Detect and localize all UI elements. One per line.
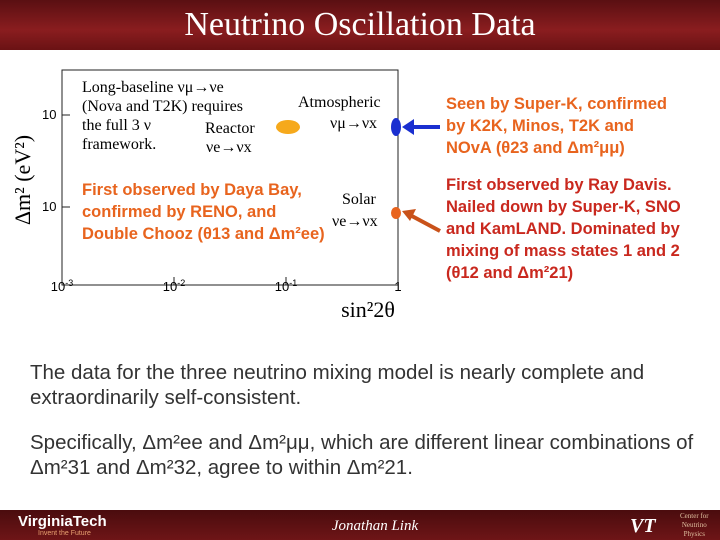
y-axis-label: Δm² (eV²) [10,135,35,225]
callout-line: (θ12 and Δm²21) [446,264,574,282]
note-line: (Nova and T2K) requires [82,98,243,115]
note-line: the full 3 ν [82,117,151,134]
x-axis-label: sin²2θ [341,297,395,322]
arrow-head [402,119,414,135]
body-paragraph: Specifically, Δm²ee and Δm²μμ, which are… [30,431,694,479]
tick-base: 10 [275,279,289,294]
tick-marks [62,114,287,285]
callout-line: First observed by Ray Davis. [446,176,672,194]
center-line: Physics [683,530,705,538]
solar-region [391,207,401,219]
daya-bay-note: First observed by Daya Bay, confirmed by… [82,179,325,245]
footer-bar [0,510,720,540]
vt-mark: VT [630,515,656,537]
y-tick-label: 10 [42,199,56,214]
note-line: framework. [82,136,157,153]
atmospheric-label: Atmospheric [298,94,381,111]
y-tick-label: 10 [42,107,56,122]
reactor-label: Reactor [205,120,255,137]
center-line: Center for [680,512,709,520]
tick-exp: -1 [289,278,297,288]
x-tick-label: 10-3 [51,278,73,294]
x-tick-label: 10-2 [163,278,185,294]
atmospheric-region [391,118,401,136]
plot: Δm² (eV²) sin²2θ 10 10 10-3 10-2 10-1 1 [10,69,441,322]
note-line: Long-baseline νμ→νe [82,79,224,96]
solar-channel: νe→νx [332,213,378,230]
tagline: Invent the Future [38,530,91,537]
body-paragraph: The data for the three neutrino mixing m… [30,361,645,409]
atmospheric-channel: νμ→νx [330,115,378,132]
tick-exp: -2 [177,278,185,288]
x-tick-label: 10-1 [275,278,297,294]
logo: VirginiaTech [18,513,107,530]
callout-line: mixing of mass states 1 and 2 [446,242,680,260]
x-tick-label: 1 [394,279,401,294]
callout-line: Seen by Super-K, confirmed [446,95,667,113]
callout-line: and KamLAND. Dominated by [446,220,680,238]
callout-line: by K2K, Minos, T2K and [446,117,634,135]
callout-line: Nailed down by Super-K, SNO [446,198,681,216]
reactor-channel: νe→νx [206,139,252,156]
center-name: Center for Neutrino Physics [680,512,709,539]
plot-frame [61,69,399,286]
title-bar [0,0,720,50]
callout-line: NOvA (θ23 and Δm²μμ) [446,139,625,157]
long-baseline-note: Long-baseline νμ→νe (Nova and T2K) requi… [82,78,243,154]
author: Jonathan Link [331,518,419,534]
note-line: First observed by Daya Bay, [82,181,302,199]
solar-label: Solar [342,191,376,208]
tick-base: 10 [163,279,177,294]
reactor-region [276,120,300,134]
atmospheric-callout: Seen by Super-K, confirmed by K2K, Minos… [446,93,667,159]
tick-base: 10 [51,279,65,294]
slide-title: Neutrino Oscillation Data [184,6,536,43]
tick-exp: -3 [65,278,73,288]
arrow-head [402,209,416,221]
note-line: confirmed by RENO, and [82,203,277,221]
solar-callout: First observed by Ray Davis. Nailed down… [446,174,681,284]
center-line: Neutrino [681,521,707,529]
arrow [409,213,441,233]
note-line: Double Chooz (θ13 and Δm²ee) [82,225,325,243]
